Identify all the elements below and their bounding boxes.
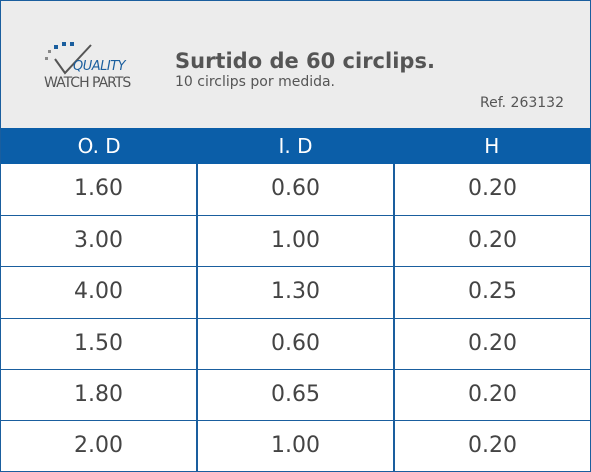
table-cell: 0.20	[393, 369, 590, 420]
logo-icon	[45, 42, 92, 75]
header-panel: QUALITY WATCH PARTS Surtido de 60 circli…	[1, 1, 590, 128]
subtitle: 10 circlips por medida.	[175, 74, 336, 90]
logo: QUALITY WATCH PARTS	[41, 37, 151, 97]
title: Surtido de 60 circlips.	[175, 49, 435, 73]
table-cell: 1.50	[74, 330, 123, 356]
table-cell: 1.00	[196, 216, 393, 267]
table-row: 4.00 1.30 0.25	[1, 266, 590, 318]
table-cell: 1.30	[196, 267, 393, 318]
table-cell: 0.20	[393, 420, 590, 471]
table-cell: 3.00	[74, 228, 123, 254]
logo-text: QUALITY	[73, 59, 126, 74]
logo-text: WATCH PARTS	[44, 75, 131, 91]
table-cell: 0.25	[393, 267, 590, 318]
table-body: 1.60 0.60 0.20 3.00 1.00 0.20 4.00 1.30 0.25 1.50…	[1, 164, 590, 471]
table-cell: 2.00	[74, 432, 123, 458]
table-row: 1.60 0.60 0.20	[1, 164, 590, 216]
table-cell: 0.65	[196, 369, 393, 420]
table-row: 1.50 0.60 0.20	[1, 317, 590, 369]
table-cell: 1.80	[74, 381, 123, 407]
table-cell: 0.20	[393, 318, 590, 369]
table-cell: 0.60	[196, 318, 393, 369]
table-cell: 1.60	[74, 176, 123, 201]
table-row: 3.00 1.00 0.20	[1, 215, 590, 267]
column-header: I. D	[278, 134, 313, 158]
table-cell: 0.20	[393, 164, 590, 216]
table-cell: 1.00	[196, 420, 393, 471]
reference: Ref. 263132	[480, 95, 564, 111]
table-cell: 0.60	[196, 164, 393, 216]
table-cell: 4.00	[74, 279, 123, 305]
column-header: H	[484, 134, 500, 158]
column-header: O. D	[77, 134, 121, 158]
table-row: 1.80 0.65 0.20	[1, 368, 590, 420]
table-header: O. D I. D H	[1, 128, 590, 164]
table-cell: 0.20	[393, 216, 590, 267]
table-row: 2.00 1.00 0.20	[1, 419, 590, 471]
